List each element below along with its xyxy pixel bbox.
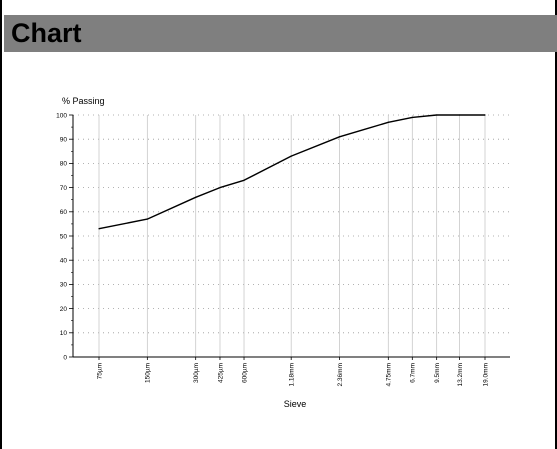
- data-point: [219, 187, 221, 189]
- y-ticks: 0 10 20 30 40 50 60 70 80 90 100: [56, 112, 67, 361]
- data-point: [387, 121, 389, 123]
- page-title: Chart: [11, 18, 82, 48]
- y-tick-label: 50: [60, 233, 68, 240]
- x-tick-label: 150µm: [145, 363, 152, 383]
- x-tick-label: 13.2mm: [457, 363, 464, 386]
- y-tick-label: 60: [60, 209, 68, 216]
- y-tick-label: 40: [60, 258, 68, 265]
- data-point: [243, 179, 245, 181]
- y-tick-label: 0: [63, 354, 67, 361]
- x-tick-label: 600µm: [241, 363, 248, 383]
- data-point: [290, 155, 292, 157]
- gridlines: [73, 114, 510, 357]
- axes: [69, 114, 510, 360]
- data-point: [458, 114, 461, 116]
- x-tick-label: 4.75mm: [386, 363, 393, 386]
- y-axis-title: % Passing: [62, 96, 105, 106]
- x-axis-title: Sieve: [284, 399, 307, 409]
- y-tick-label: 30: [60, 282, 68, 289]
- grading-curve: [98, 114, 485, 230]
- y-tick-label: 100: [56, 112, 67, 119]
- y-tick-label: 20: [60, 306, 68, 313]
- y-tick-label: 10: [60, 330, 68, 337]
- data-point: [98, 228, 100, 230]
- series: [98, 114, 486, 230]
- x-tick-label: 1.18mm: [288, 363, 295, 386]
- data-point: [436, 114, 438, 116]
- x-tick-label: 19.0mm: [482, 363, 489, 386]
- x-tick-label: 75µm: [96, 363, 103, 379]
- y-tick-label: 90: [60, 137, 68, 144]
- x-tick-label: 425µm: [217, 363, 224, 383]
- data-point: [484, 114, 486, 116]
- x-tick-label: 2.36mm: [337, 363, 344, 386]
- data-point: [146, 218, 148, 220]
- chart-header: Chart: [4, 15, 557, 52]
- x-tick-label: 300µm: [193, 363, 200, 383]
- y-tick-label: 80: [60, 161, 68, 168]
- x-tick-label: 6.7mm: [410, 363, 417, 383]
- data-point: [411, 116, 413, 119]
- data-point: [195, 196, 197, 198]
- data-point: [338, 136, 341, 138]
- x-ticks: 75µm 150µm 300µm 425µm 600µm 1.18mm 2.36mm 4.75…: [96, 363, 489, 386]
- y-tick-label: 70: [60, 185, 68, 192]
- x-tick-label: 9.5mm: [434, 363, 441, 383]
